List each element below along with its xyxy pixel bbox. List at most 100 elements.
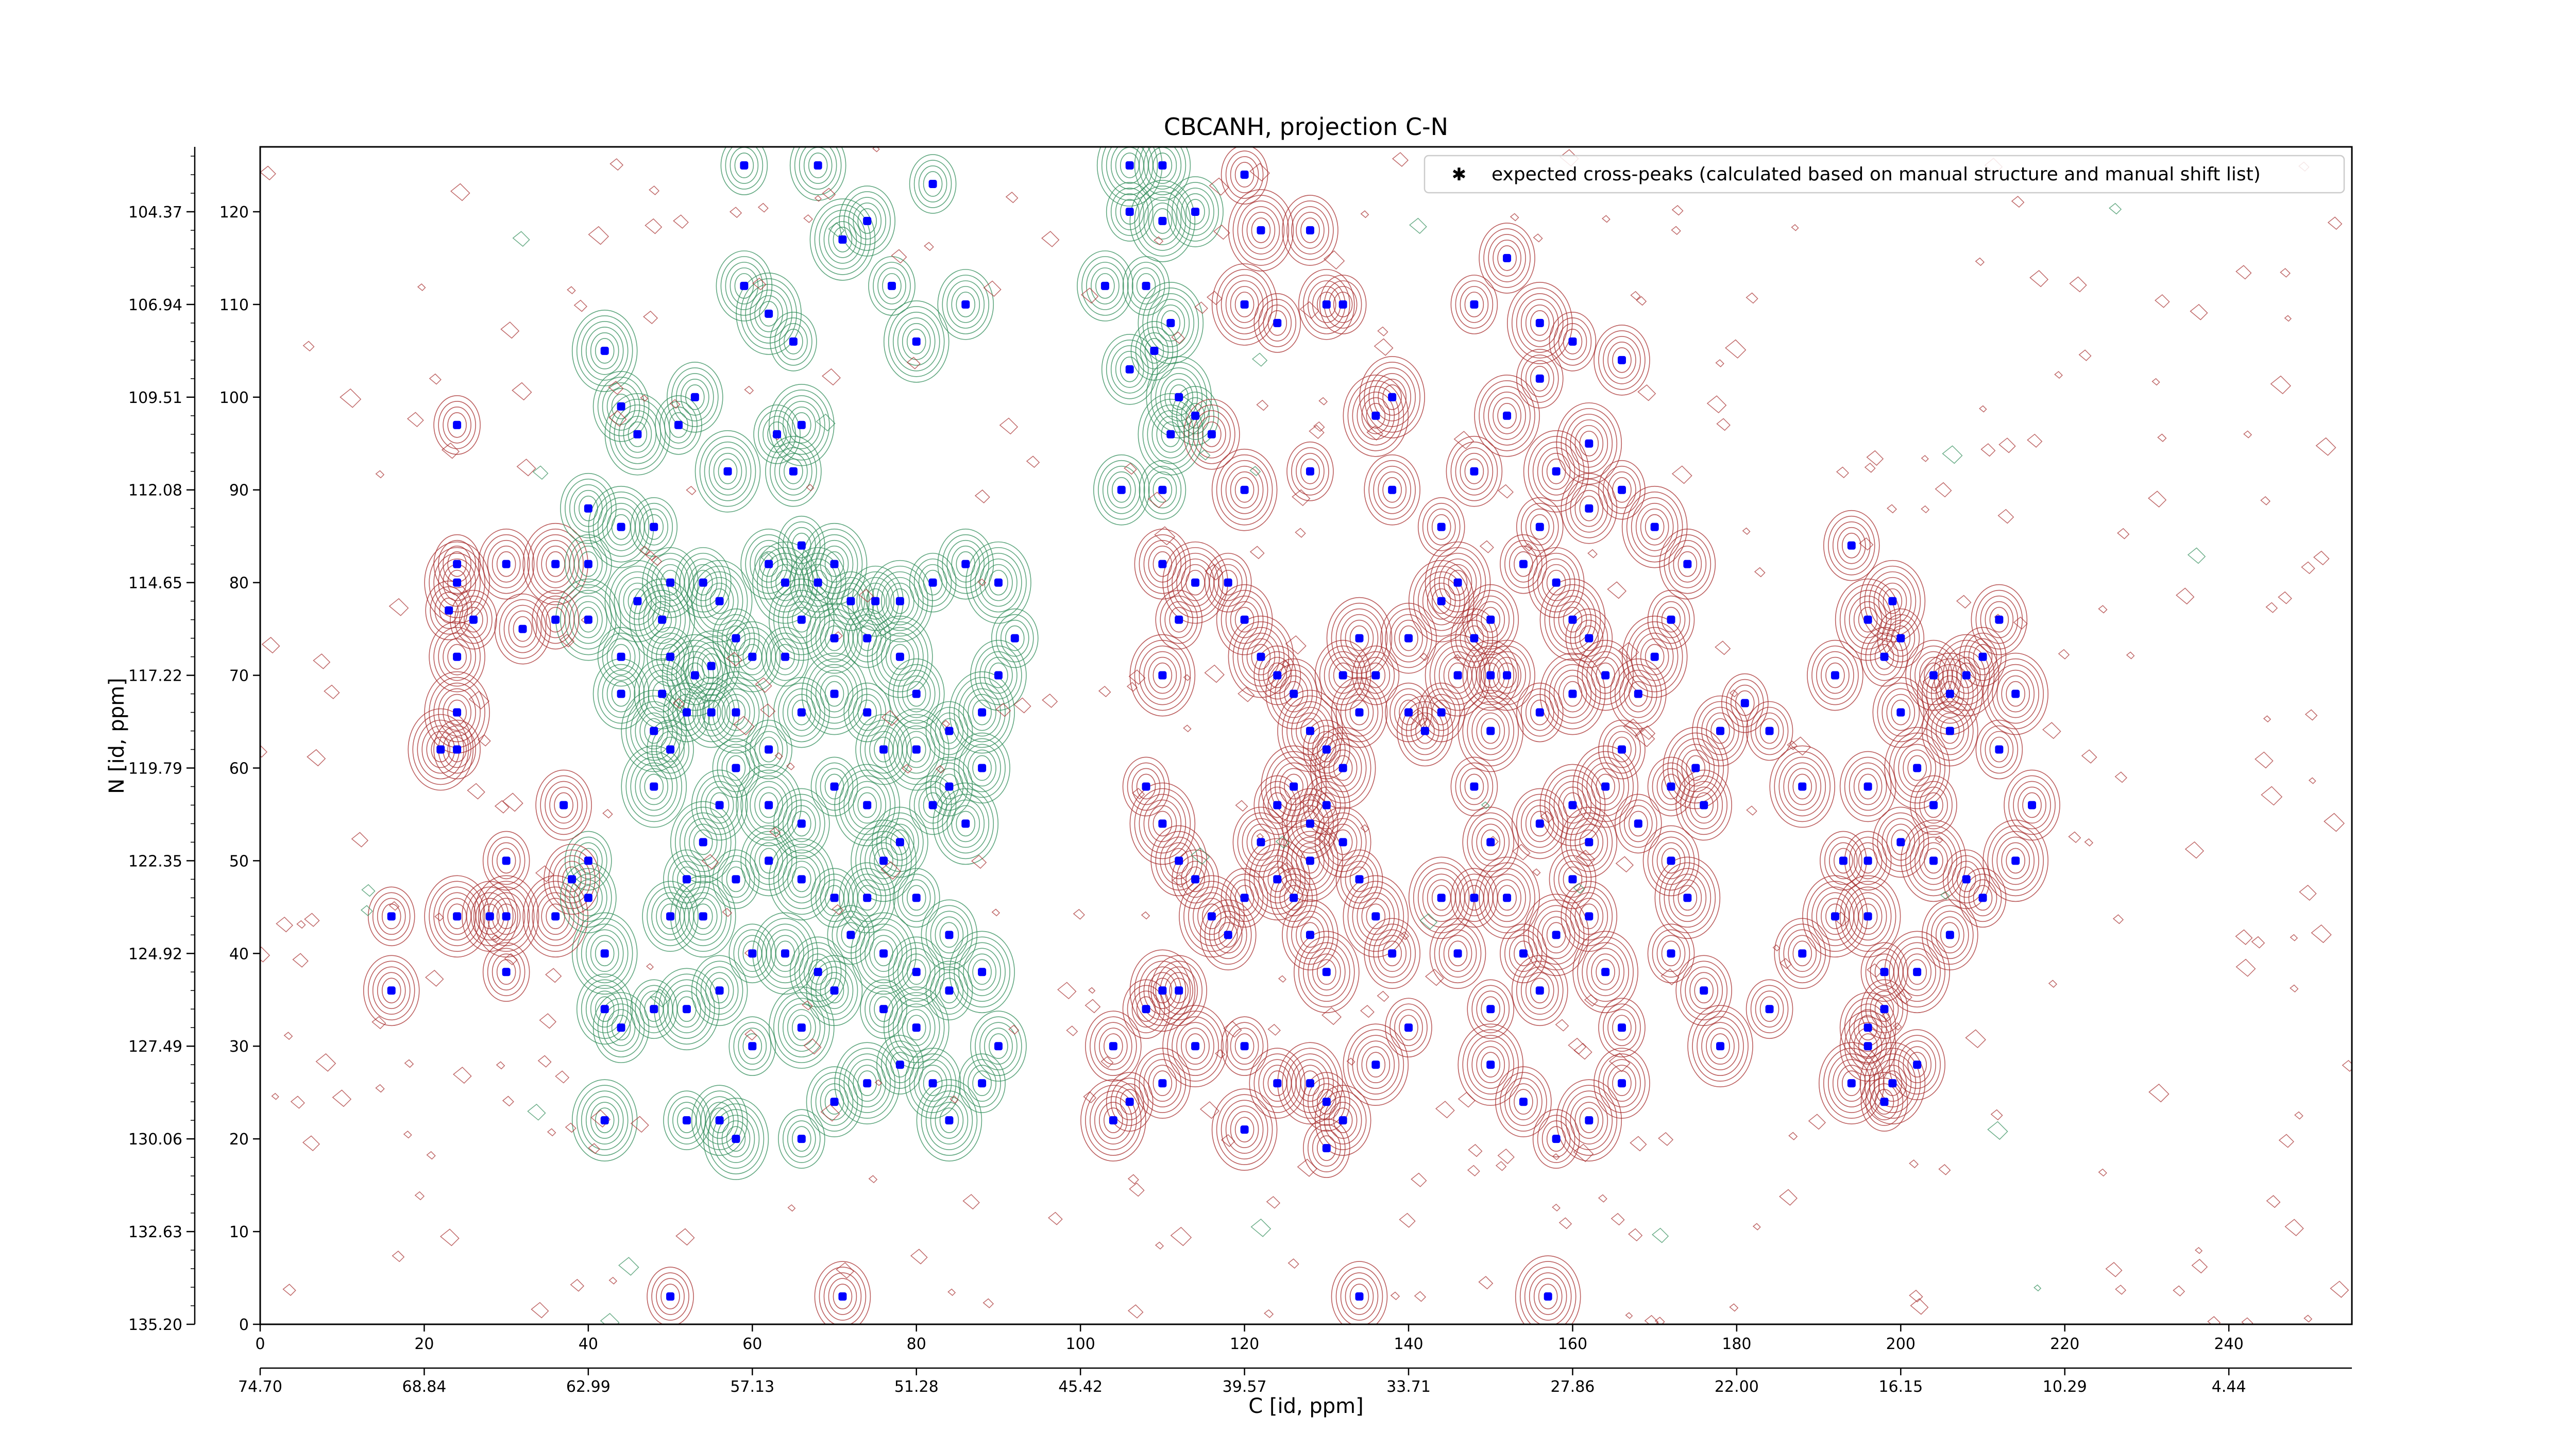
contour-ring xyxy=(792,606,811,633)
contour-ring xyxy=(909,775,957,835)
contour-ring xyxy=(574,879,603,917)
contour-ring xyxy=(1324,744,1362,793)
contour-ring xyxy=(1317,1089,1336,1115)
contour-ring xyxy=(1005,625,1025,651)
noise-contour xyxy=(726,652,742,667)
contour-ring xyxy=(671,645,719,705)
contour-ring xyxy=(1985,601,2014,638)
contour-ring xyxy=(1553,855,1592,904)
contour-ring xyxy=(902,675,931,713)
contour-ring xyxy=(1520,355,1559,403)
peak-point xyxy=(1388,485,1397,494)
contour-ring xyxy=(447,569,467,596)
contour-ring xyxy=(1385,608,1432,668)
noise-contour xyxy=(547,1128,556,1137)
contour-ring xyxy=(1359,356,1425,439)
peak-point xyxy=(699,578,707,587)
contour-ring xyxy=(1094,1096,1132,1144)
contour-ring xyxy=(853,879,882,917)
contour-ring xyxy=(1963,632,2002,681)
contour-ring xyxy=(1497,662,1517,688)
contour-ring xyxy=(1612,1015,1632,1041)
contour-ring xyxy=(909,552,957,613)
noise-contour xyxy=(1285,635,1307,655)
noise-contour xyxy=(608,380,624,395)
peak-point xyxy=(740,161,749,170)
noise-contour xyxy=(1859,537,1874,551)
contour-ring xyxy=(1963,873,2002,922)
contour-ring xyxy=(886,823,914,861)
noise-contour xyxy=(2173,1285,2185,1296)
contour-ring xyxy=(1394,1009,1423,1047)
contour-ring xyxy=(656,1278,685,1315)
contour-ring xyxy=(499,599,547,659)
contour-ring xyxy=(1312,731,1341,768)
contour-ring xyxy=(1497,245,1517,271)
peak-point xyxy=(1470,300,1479,309)
peak-point xyxy=(765,801,773,810)
contour-ring xyxy=(1640,508,1669,546)
contour-ring xyxy=(778,682,825,743)
contour-ring xyxy=(595,1107,615,1133)
contour-ring xyxy=(1570,818,1608,867)
peak-point xyxy=(1125,207,1134,216)
peak-point xyxy=(797,420,806,429)
contour-ring xyxy=(874,848,893,874)
contour-ring xyxy=(667,361,723,433)
noise-contour xyxy=(1881,1012,1890,1020)
contour-ring xyxy=(1164,378,1194,416)
contour-ring xyxy=(1464,885,1484,911)
noise-contour xyxy=(722,907,733,917)
contour-ring xyxy=(1629,811,1648,837)
noise-contour xyxy=(787,1204,796,1212)
contour-ring xyxy=(1893,738,1941,798)
peak-point xyxy=(740,281,749,290)
contour-ring xyxy=(1598,460,1646,520)
noise-contour xyxy=(1127,1304,1144,1319)
contour-ring xyxy=(1427,694,1456,731)
contour-ring xyxy=(1246,638,1276,676)
noise-contour xyxy=(361,884,376,897)
noise-contour xyxy=(669,399,681,409)
noise-contour xyxy=(1346,1057,1355,1066)
noise-contour xyxy=(1321,1007,1342,1025)
contour-ring xyxy=(1697,701,1744,761)
noise-contour xyxy=(565,1122,577,1133)
contour-ring xyxy=(1980,725,2019,774)
contour-ring xyxy=(433,395,481,455)
contour-ring xyxy=(630,497,678,557)
noise-contour xyxy=(1399,1212,1416,1228)
contour-ring xyxy=(438,558,476,607)
contour-ring xyxy=(492,842,521,880)
noise-contour xyxy=(441,442,460,459)
contour-ring xyxy=(995,614,1034,663)
contour-ring xyxy=(672,694,701,731)
contour-ring xyxy=(770,312,817,372)
contour-ring xyxy=(1258,651,1297,700)
noise-contour xyxy=(1083,1091,1097,1104)
noise-contour xyxy=(1671,205,1684,216)
contour-ring xyxy=(1450,868,1498,928)
peak-point xyxy=(871,597,880,605)
contour-ring xyxy=(930,1096,969,1144)
contour-ring xyxy=(1905,825,1962,897)
noise-contour xyxy=(1540,811,1554,823)
contour-ring xyxy=(1558,675,1587,713)
contour-ring xyxy=(1570,892,1608,941)
noise-contour xyxy=(1183,724,1192,733)
contour-ring xyxy=(1745,979,1793,1039)
peak-point xyxy=(1535,708,1544,717)
peak-point xyxy=(658,689,667,698)
contour-ring xyxy=(1324,1096,1362,1144)
contour-ring xyxy=(824,681,844,707)
contour-ring xyxy=(1286,905,1334,965)
x-ppm-tick-label: 62.99 xyxy=(566,1378,611,1396)
noise-contour xyxy=(639,546,650,555)
peak-point xyxy=(436,745,445,754)
peak-point xyxy=(1880,652,1889,661)
contour-ring xyxy=(778,998,825,1058)
contour-ring xyxy=(1242,818,1280,867)
noise-contour xyxy=(2260,496,2270,506)
noise-contour xyxy=(1292,489,1311,507)
contour-ring xyxy=(652,606,672,633)
